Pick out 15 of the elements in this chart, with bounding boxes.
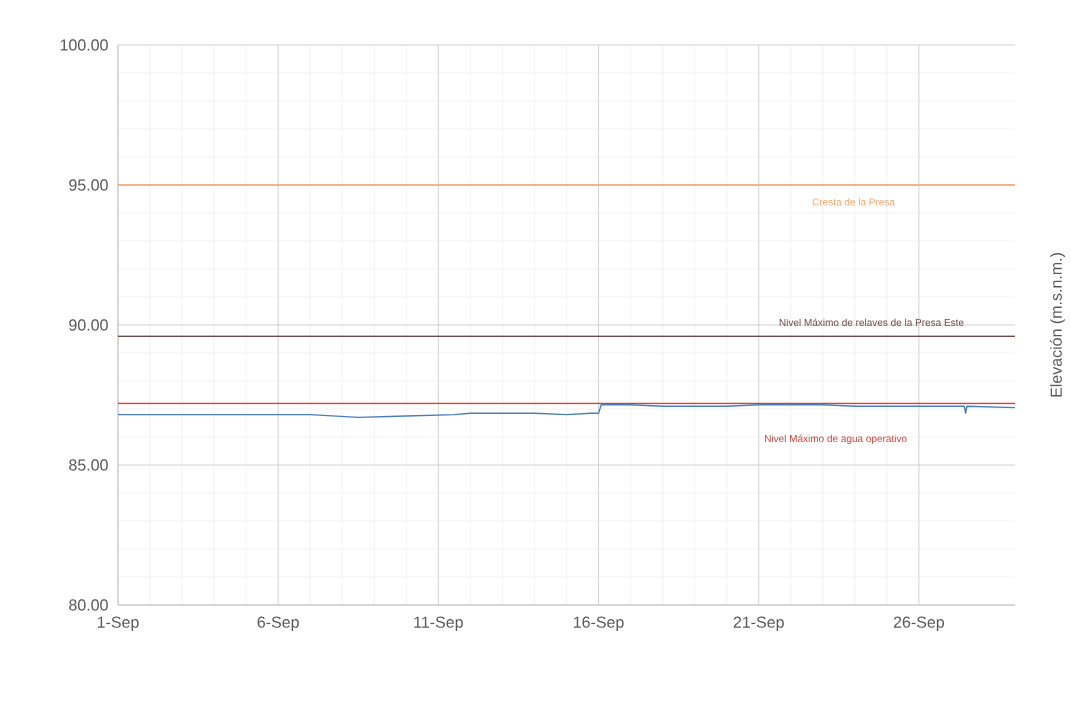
x-tick-label: 11-Sep — [414, 616, 463, 632]
y-tick-label: 95.00 — [69, 179, 108, 191]
x-tick-label: 26-Sep — [893, 616, 945, 632]
y-tick-label: 90.00 — [69, 319, 108, 331]
ref-line-label: Nivel Máximo de relaves de la Presa Este — [779, 318, 964, 326]
x-tick-label: 1-Sep — [97, 616, 139, 632]
ref-line-label: Nivel Máximo de agua operativo — [765, 434, 907, 445]
y-axis-title: Elevación (m.s.n.m.) — [1049, 253, 1066, 397]
ref-line-label: Cresta de la Presa — [812, 198, 895, 206]
x-tick-label: 6-Sep — [257, 616, 299, 632]
x-tick-label: 21-Sep — [733, 616, 784, 632]
y-tick-label: 100.00 — [60, 39, 108, 51]
y-tick-label: 80.00 — [69, 599, 108, 611]
x-tick-label: 16-Sep — [573, 616, 624, 632]
y-tick-label: 85.00 — [69, 459, 108, 471]
